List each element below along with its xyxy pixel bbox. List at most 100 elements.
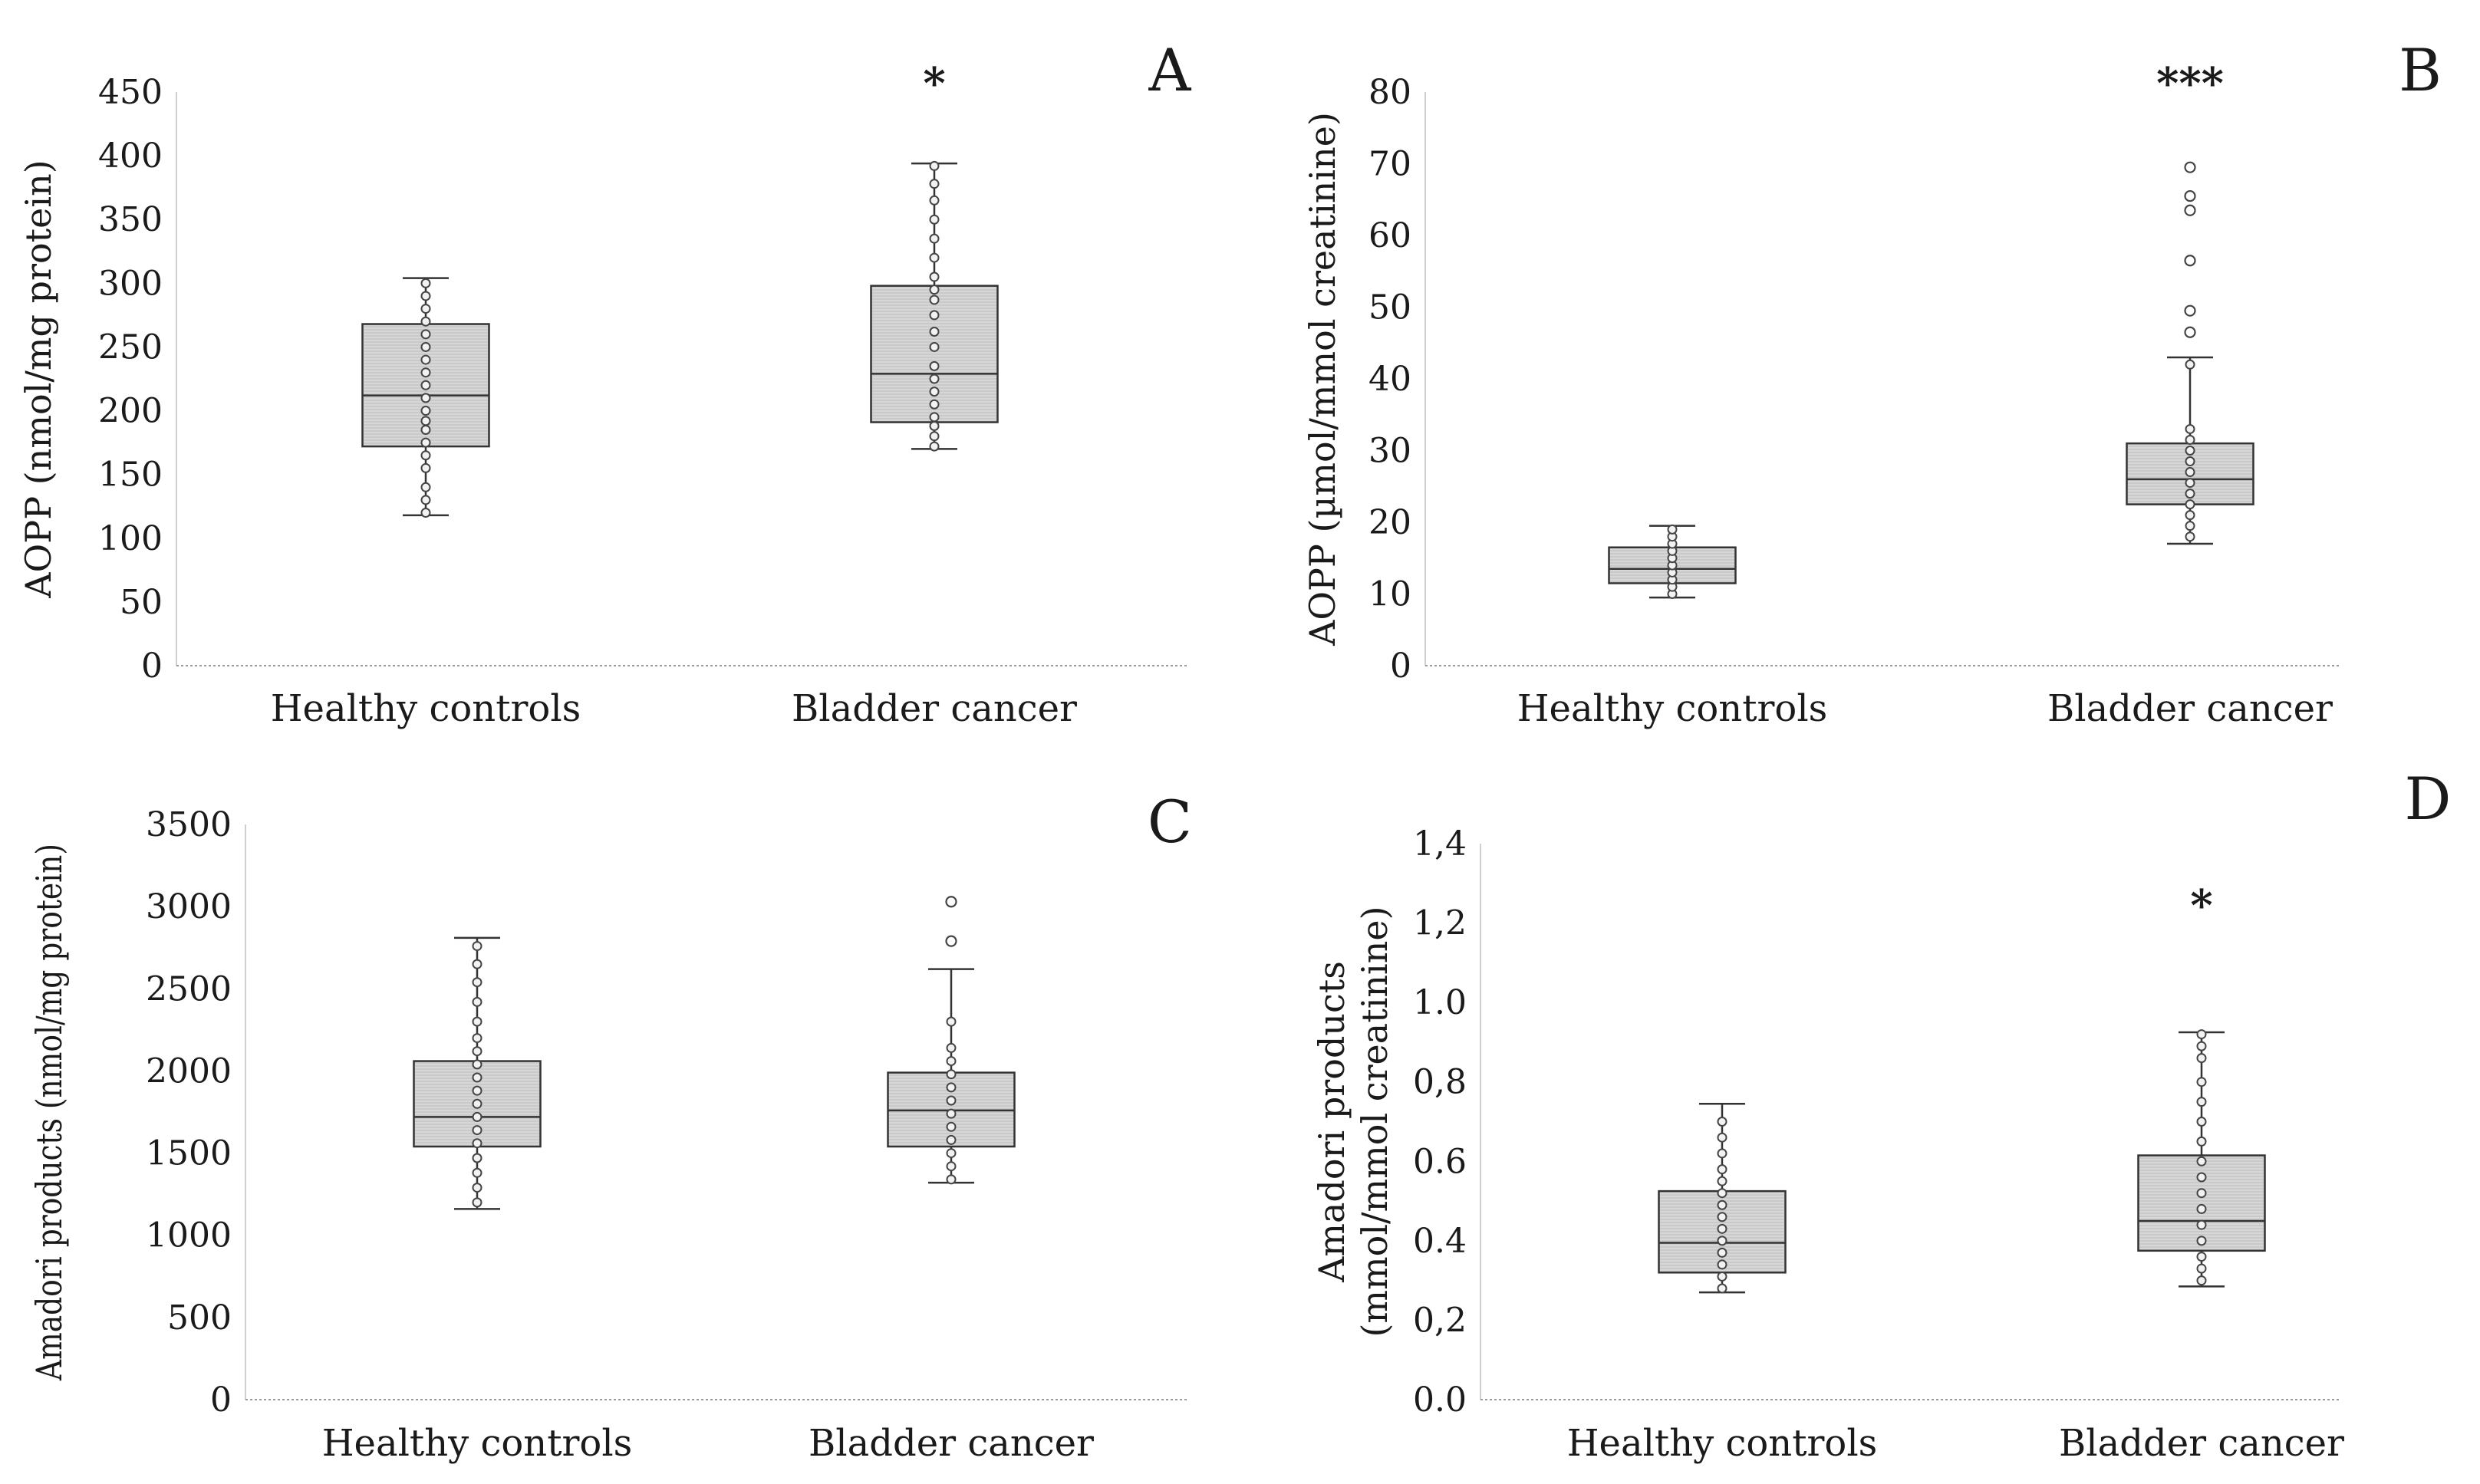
x-category-label: Bladder cancer (792, 687, 1077, 730)
outlier-point (2184, 326, 2196, 338)
panel-d: 0.0 0,2 0.4 0.6 0,8 1.0 1,2 1,4 Amadori products… (1311, 765, 2451, 1465)
data-point (946, 1082, 957, 1093)
data-point (1717, 1148, 1727, 1159)
y-tick-label: 70 (1368, 145, 1411, 184)
data-point (1717, 1283, 1727, 1294)
y-tick-label: 100 (98, 519, 163, 558)
data-point (1717, 1188, 1727, 1199)
x-category-label: Bladder cancer (2059, 1422, 2344, 1465)
data-point (2196, 1188, 2207, 1199)
panel-c: 0 500 1000 1500 2000 2500 3000 3500 Amadori prod… (28, 788, 1192, 1465)
x-category-label: Healthy controls (322, 1422, 633, 1465)
data-point (472, 1085, 482, 1096)
x-category-label: Bladder cancer (809, 1422, 1094, 1465)
y-tick-label: 0 (1390, 647, 1411, 686)
data-point (929, 214, 940, 225)
data-point (929, 252, 940, 263)
y-tick-label: 450 (98, 73, 163, 112)
panel-label: B (2399, 36, 2442, 104)
data-point (2185, 478, 2195, 489)
data-point (472, 941, 482, 952)
data-point (2185, 531, 2195, 542)
data-point (420, 393, 431, 403)
y-tick-label: 0 (210, 1380, 232, 1420)
data-point (472, 1072, 482, 1083)
y-tick-label: 400 (98, 137, 163, 176)
y-tick-label: 0,2 (1413, 1301, 1467, 1340)
data-point (1717, 1117, 1727, 1127)
box-healthy-controls (1608, 524, 1737, 599)
panel-label: C (1148, 788, 1192, 856)
y-tick-label: 200 (98, 392, 163, 431)
data-point (472, 1033, 482, 1044)
data-point (472, 1111, 482, 1122)
panel-label: A (1148, 36, 1192, 104)
data-point (929, 431, 940, 442)
y-tick-label: 1,2 (1413, 904, 1467, 943)
data-point (2196, 1156, 2207, 1166)
panel-a: 0 50 100 150 200 250 300 350 400 450 AOPP (nmol/mg… (18, 36, 1192, 730)
box-bladder-cancer (2126, 161, 2254, 545)
data-point (946, 1056, 957, 1067)
data-point (929, 441, 940, 452)
data-point (946, 1174, 957, 1185)
data-point (929, 360, 940, 371)
x-category-label: Healthy controls (1517, 687, 1828, 730)
outlier-point (2184, 255, 2196, 267)
data-point (929, 373, 940, 384)
data-point (2185, 510, 2195, 521)
data-point (2196, 1219, 2207, 1230)
y-tick-label: 350 (98, 200, 163, 239)
data-point (2196, 1053, 2207, 1064)
y-tick-label: 2000 (146, 1051, 232, 1091)
outlier-point (2184, 161, 2196, 173)
data-point (472, 1046, 482, 1057)
y-tick-label: 1.0 (1413, 983, 1467, 1022)
data-point (472, 1183, 482, 1193)
data-point (472, 1153, 482, 1163)
data-point (929, 421, 940, 432)
y-tick-label: 3000 (146, 887, 232, 926)
y-tick-label: 0.6 (1413, 1142, 1467, 1181)
data-point (472, 1167, 482, 1178)
box-iqr (2137, 1154, 2266, 1252)
data-point (420, 508, 431, 518)
data-point (472, 977, 482, 988)
y-tick-label: 30 (1368, 432, 1411, 471)
data-point (929, 412, 940, 423)
y-tick-label: 20 (1368, 503, 1411, 542)
data-point (929, 285, 940, 295)
data-point (420, 304, 431, 314)
data-point (2185, 521, 2195, 531)
box-healthy-controls (1658, 1102, 1787, 1294)
y-tick-label: 60 (1368, 216, 1411, 255)
y-tick-label: 50 (120, 583, 163, 622)
data-point (2196, 1097, 2207, 1107)
data-point (2196, 1252, 2207, 1262)
data-point (1717, 1223, 1727, 1234)
data-point (2196, 1275, 2207, 1286)
data-point (2196, 1041, 2207, 1051)
data-point (420, 424, 431, 435)
data-point (946, 1161, 957, 1172)
data-point (2185, 423, 2195, 434)
y-tick-label: 0.4 (1413, 1222, 1467, 1261)
x-category-label: Healthy controls (1567, 1422, 1878, 1465)
significance-marker: * (923, 58, 945, 109)
data-point (2196, 1136, 2207, 1147)
y-tick-label: 500 (167, 1298, 232, 1338)
data-point (946, 1108, 957, 1119)
data-point (2196, 1263, 2207, 1274)
y-tick-label: 50 (1368, 288, 1411, 327)
data-point (420, 462, 431, 473)
data-point (929, 271, 940, 282)
data-point (420, 367, 431, 378)
data-point (1717, 1164, 1727, 1175)
data-point (929, 195, 940, 206)
y-axis-label: AOPP (µmol/mmol creatinine) (1302, 112, 1343, 647)
y-tick-label: 300 (98, 264, 163, 303)
y-tick-label: 80 (1368, 73, 1411, 112)
data-point (472, 959, 482, 969)
data-point (1717, 1247, 1727, 1258)
